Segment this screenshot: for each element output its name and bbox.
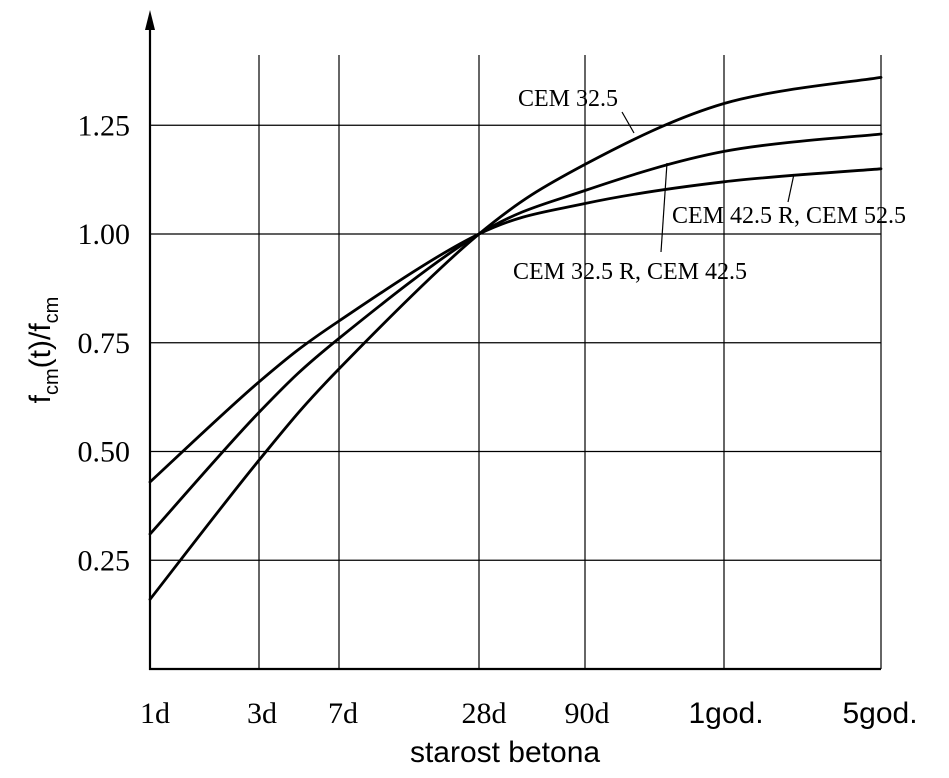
y-tick-label: 1.00 [78, 218, 131, 251]
annotation-cem-32-5-leader [621, 111, 635, 134]
annotation-cem-42-5-r-cem-52-5: CEM 42.5 R, CEM 52.5 [672, 203, 906, 229]
x-tick-label: 1god. [688, 697, 763, 730]
y-axis-title-part: (t)/f [24, 323, 57, 369]
y-tick-label: 1.25 [78, 109, 131, 142]
y-axis-title: fcm(t)/fcm [24, 297, 63, 404]
x-axis-title: starost betona [410, 736, 600, 769]
x-tick-label: 28d [462, 697, 507, 730]
y-axis-arrow [145, 10, 155, 30]
x-tick-label: 7d [328, 697, 358, 730]
tick-labels: 0.25 0.50 0.75 1.00 1.25 1d 3d 7d 28d 90d 1god. 5go… [78, 109, 918, 730]
x-tick-label: 5god. [842, 697, 917, 730]
gridlines [150, 55, 882, 669]
annotation-cem-32-5-r-cem-42-5-leader [660, 162, 668, 253]
series-cem-42-5-r-cem-52-5-line [148, 167, 883, 484]
y-tick-label: 0.25 [78, 544, 131, 577]
series-cem-32-5-line [148, 76, 883, 601]
x-tick-label: 3d [247, 697, 277, 730]
y-axis-title-subscript: cm [41, 368, 63, 395]
series-cem-32-5-r-cem-42-5-line [148, 132, 883, 536]
annotation-cem-32-5-r-cem-42-5: CEM 32.5 R, CEM 42.5 [513, 259, 747, 285]
y-axis-title-subscript: cm [41, 297, 63, 324]
y-tick-label: 0.50 [78, 436, 131, 469]
data-series [148, 76, 883, 601]
x-tick-label: 90d [565, 697, 610, 730]
annotation-cem-32-5: CEM 32.5 [518, 86, 618, 112]
axes [145, 10, 881, 671]
y-axis-title-part: f [24, 394, 57, 403]
y-tick-label: 0.75 [78, 327, 131, 360]
x-tick-label: 1d [140, 697, 170, 730]
annotation-cem-42-5-r-cem-52-5-leader [787, 173, 795, 203]
